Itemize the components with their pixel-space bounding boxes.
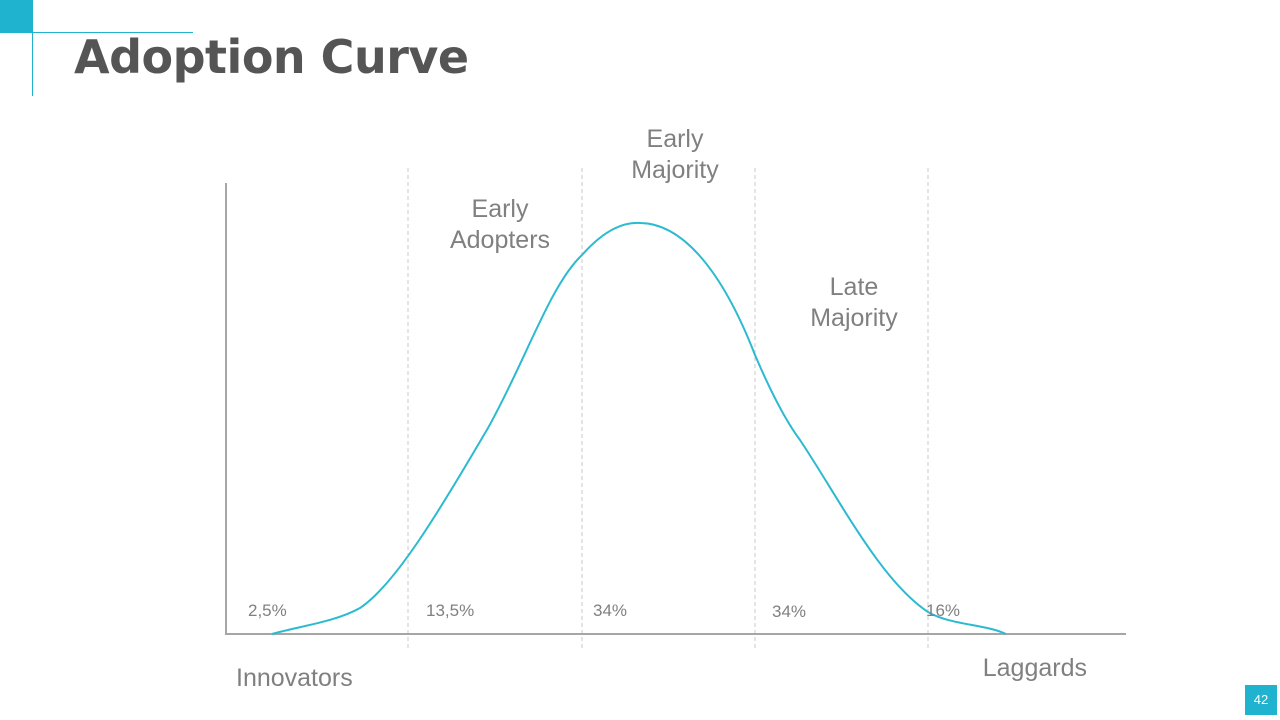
segment-label-line: Laggards [983, 654, 1087, 682]
segment-label-line: Early [472, 195, 529, 223]
segment-label-line: Innovators [236, 664, 353, 692]
percent-label-laggards: 16% [926, 601, 960, 620]
corner-accent-line-horizontal [33, 32, 193, 33]
curve-layer [271, 221, 1007, 635]
segment-label-early-majority: Early Majority [631, 125, 719, 184]
percent-label-early-majority: 34% [593, 601, 627, 620]
page-title: Adoption Curve [74, 30, 469, 84]
segment-dividers [407, 168, 929, 650]
segment-label-line: Majority [810, 304, 898, 332]
segment-label-line: Late [830, 273, 879, 301]
percent-labels: 2,5% 13,5% 34% 34% 16% [248, 601, 960, 621]
chart-axes [225, 183, 1126, 635]
segment-label-early-adopters: Early Adopters [450, 195, 550, 254]
segment-label-laggards: Laggards [983, 654, 1087, 682]
segment-label-innovators: Innovators [236, 664, 353, 692]
percent-label-early-adopters: 13,5% [426, 601, 474, 620]
adoption-curve-line [271, 221, 1007, 635]
segment-label-line: Early [647, 125, 704, 153]
page-number-badge: 42 [1245, 685, 1277, 715]
percent-label-late-majority: 34% [772, 602, 806, 621]
percent-label-innovators: 2,5% [248, 601, 287, 620]
corner-accent-square [0, 0, 33, 33]
segment-label-line: Adopters [450, 226, 550, 254]
corner-accent-line-vertical [32, 33, 33, 96]
segment-label-late-majority: Late Majority [810, 273, 898, 332]
segment-label-line: Majority [631, 156, 719, 184]
